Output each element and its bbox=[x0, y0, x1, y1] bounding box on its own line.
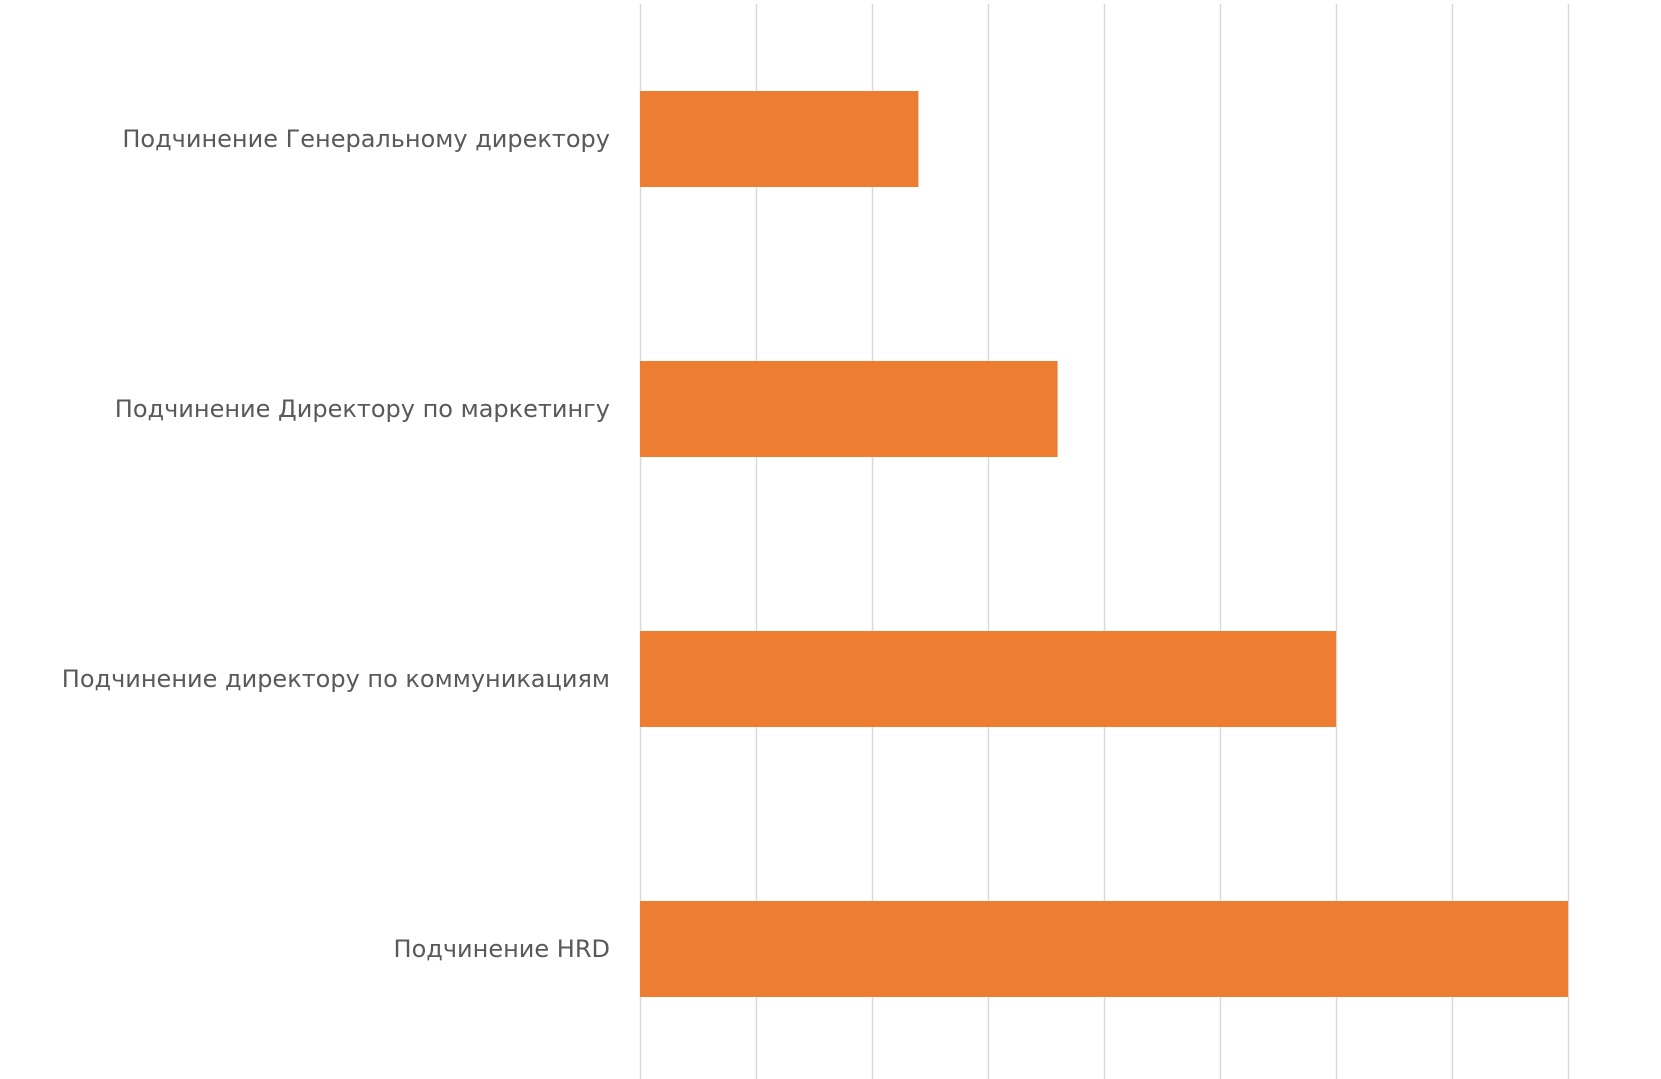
bar-1 bbox=[640, 361, 1058, 457]
bars bbox=[640, 91, 1568, 997]
bar-2 bbox=[640, 631, 1336, 727]
category-label-2: Подчинение директору по коммуникациям bbox=[62, 665, 610, 693]
bar-0 bbox=[640, 91, 919, 187]
category-label-1: Подчинение Директору по маркетингу bbox=[115, 395, 610, 423]
category-labels: Подчинение Генеральному директору Подчине… bbox=[62, 125, 610, 963]
category-label-3: Подчинение HRD bbox=[394, 935, 610, 963]
category-label-0: Подчинение Генеральному директору bbox=[122, 125, 610, 153]
bar-3 bbox=[640, 901, 1568, 997]
